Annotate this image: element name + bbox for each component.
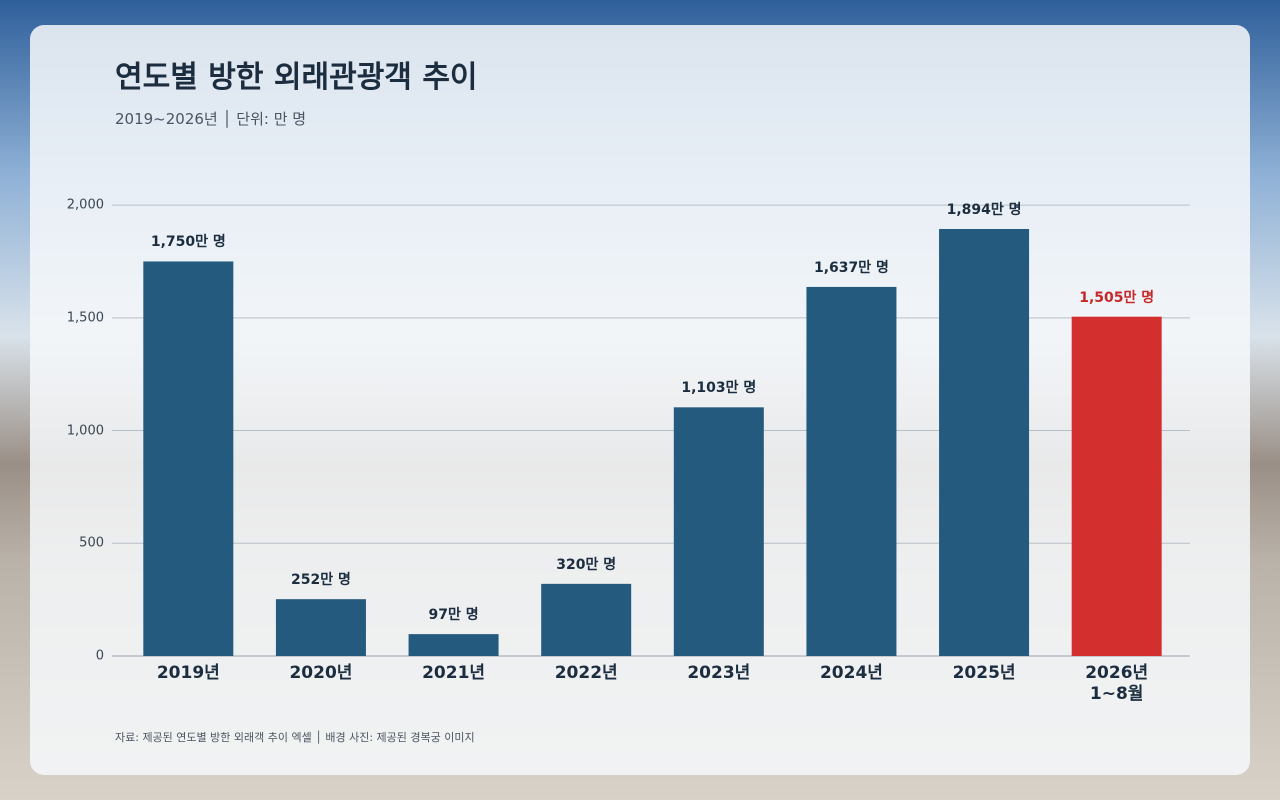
bar — [275, 599, 366, 656]
bar — [1071, 316, 1162, 656]
x-tick-label: 2021년 — [422, 663, 486, 683]
y-tick-label: 1,500 — [66, 310, 104, 326]
value-label: 320만 명 — [556, 556, 617, 573]
panel — [30, 25, 1250, 775]
x-tick-label: 2024년 — [819, 663, 883, 683]
x-tick-label: 2025년 — [952, 663, 1016, 683]
x-tick-label: 2020년 — [289, 663, 353, 683]
x-tick-label: 2022년 — [554, 663, 618, 683]
x-tick-label: 2026년 1~8월 — [1085, 663, 1149, 704]
value-label: 1,505만 명 — [1079, 289, 1155, 306]
value-label: 1,894만 명 — [946, 201, 1022, 218]
y-tick-label: 500 — [79, 535, 104, 551]
bar — [806, 286, 897, 656]
x-tick-label: 2023년 — [687, 663, 751, 683]
y-tick-label: 0 — [95, 648, 104, 664]
bar — [408, 634, 499, 656]
value-label: 1,750만 명 — [150, 234, 226, 251]
y-tick-label: 1,000 — [66, 423, 104, 439]
bar — [541, 583, 632, 656]
value-label: 97만 명 — [428, 607, 479, 624]
value-label: 252만 명 — [291, 572, 351, 589]
bar — [143, 261, 234, 656]
bar — [673, 407, 764, 656]
value-label: 1,103만 명 — [681, 380, 757, 397]
chart-subtitle: 2019~2026년 │ 단위: 만 명 — [115, 110, 307, 128]
y-tick-label: 2,000 — [66, 197, 104, 213]
value-label: 1,637만 명 — [813, 259, 889, 276]
x-tick-label: 2019년 — [156, 663, 220, 683]
chart-title: 연도별 방한 외래관광객 추이 — [115, 60, 478, 95]
bar — [939, 228, 1030, 657]
footer: 자료: 제공된 연도별 방한 외래객 추이 엑셀 │ 배경 사진: 제공된 경복… — [115, 731, 475, 744]
